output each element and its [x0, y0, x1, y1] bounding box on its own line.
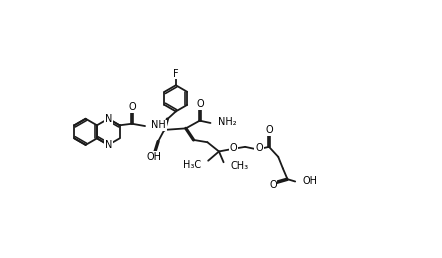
Text: F: F — [173, 69, 179, 79]
Text: N: N — [105, 140, 112, 150]
Text: CH₃: CH₃ — [231, 161, 249, 171]
Text: O: O — [197, 99, 204, 109]
Text: O: O — [255, 143, 263, 153]
Text: O: O — [128, 102, 136, 112]
Text: NH₂: NH₂ — [218, 117, 237, 127]
Text: O: O — [230, 143, 237, 153]
Text: H₃C: H₃C — [183, 159, 201, 170]
Text: OH: OH — [146, 152, 161, 162]
Text: OH: OH — [303, 176, 318, 187]
Text: O: O — [266, 125, 274, 135]
Text: NH: NH — [151, 120, 166, 130]
Text: O: O — [269, 180, 277, 190]
Text: N: N — [105, 114, 112, 124]
